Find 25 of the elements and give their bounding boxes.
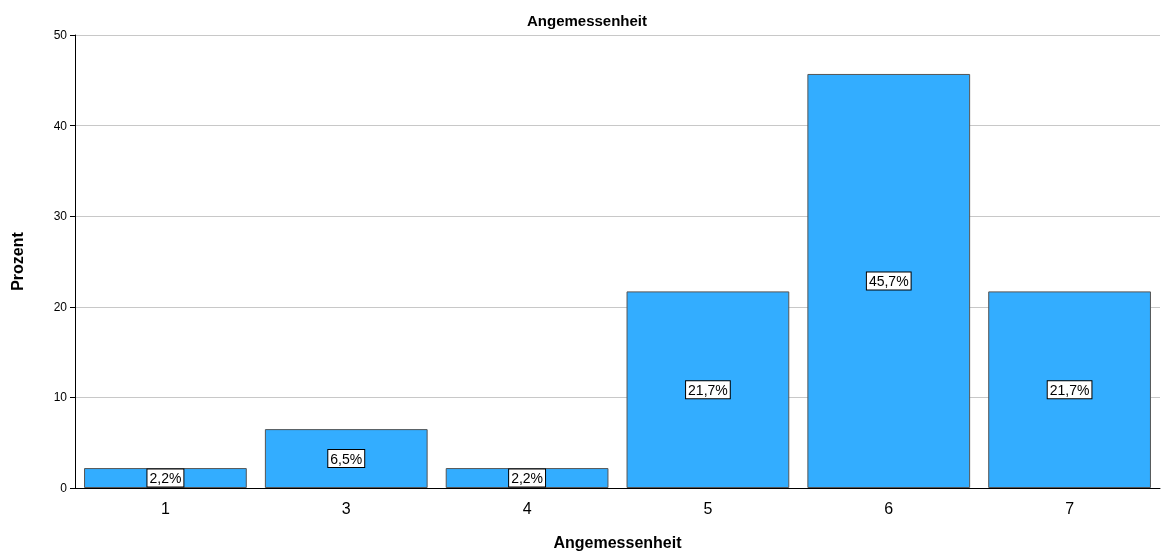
y-tick-label: 30 bbox=[53, 209, 68, 224]
y-tick-label: 40 bbox=[53, 118, 68, 133]
x-axis-title: Angemessenheit bbox=[553, 533, 683, 551]
x-tick-label: 6 bbox=[884, 499, 894, 517]
data-label: 2,2% bbox=[149, 470, 182, 487]
chart-title: Angemessenheit bbox=[526, 12, 648, 29]
data-label: 6,5% bbox=[330, 450, 363, 467]
x-tick-label: 4 bbox=[522, 499, 532, 517]
x-tick-label: 5 bbox=[703, 499, 713, 517]
data-label: 21,7% bbox=[1049, 381, 1090, 398]
x-tick-label: 7 bbox=[1065, 499, 1075, 517]
data-label: 45,7% bbox=[868, 272, 909, 289]
x-tick-label: 3 bbox=[341, 499, 351, 517]
x-tick-label: 1 bbox=[160, 499, 170, 517]
y-tick-label: 0 bbox=[60, 481, 68, 495]
y-tick-label: 50 bbox=[53, 28, 68, 42]
y-tick-label: 10 bbox=[53, 390, 68, 405]
bar bbox=[264, 429, 428, 488]
data-label: 21,7% bbox=[688, 381, 728, 398]
bar bbox=[626, 291, 790, 488]
bar bbox=[988, 291, 1151, 488]
y-axis-title: Prozent bbox=[8, 231, 26, 291]
bar bbox=[807, 73, 971, 488]
data-label: 2,2% bbox=[511, 470, 544, 487]
y-tick-label: 20 bbox=[53, 299, 68, 314]
